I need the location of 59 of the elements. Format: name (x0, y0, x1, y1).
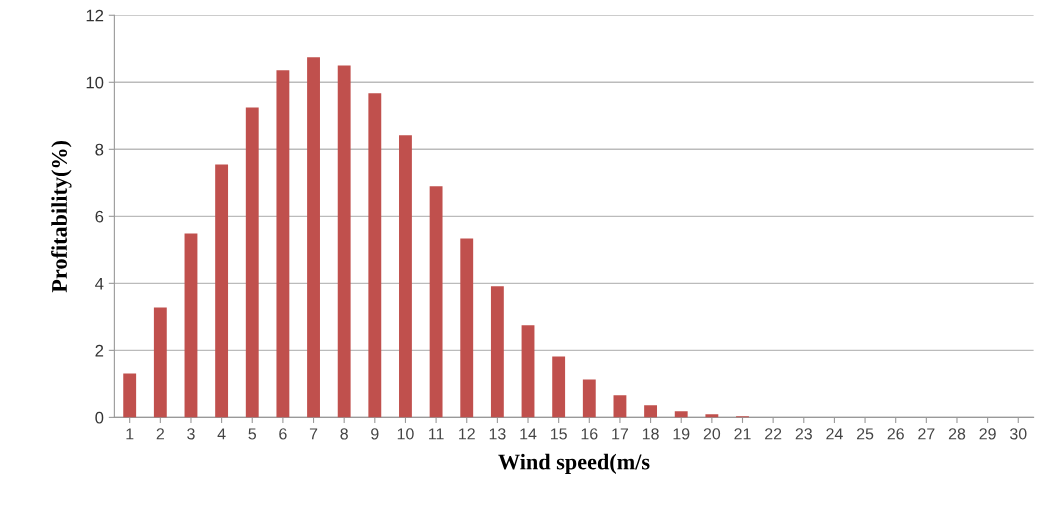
x-tick-label: 12 (459, 428, 475, 440)
bar (705, 414, 719, 418)
bar (184, 233, 198, 418)
bar (429, 186, 443, 418)
bar (399, 135, 412, 418)
x-tick-label: 19 (673, 428, 690, 440)
x-tick-label: 29 (979, 428, 996, 440)
y-tick-label: 10 (86, 76, 104, 89)
x-tick-label: 2 (156, 428, 164, 440)
bar (153, 307, 167, 418)
bar (307, 57, 320, 418)
bar (215, 164, 229, 418)
bar (368, 93, 382, 418)
x-tick-label: 3 (187, 428, 195, 440)
bar (552, 356, 566, 418)
x-tick-label: 28 (948, 428, 966, 440)
x-tick-label: 30 (1009, 428, 1027, 440)
bar (582, 379, 596, 418)
bar (613, 395, 627, 418)
y-tick-label: 2 (95, 344, 104, 357)
x-tick-label: 25 (856, 428, 874, 440)
x-tick-label: 23 (795, 428, 812, 440)
x-tick-label: 21 (734, 428, 751, 440)
x-tick-label: 13 (489, 428, 506, 440)
y-tick-label: 4 (95, 277, 104, 290)
bar (521, 325, 535, 418)
bar (245, 107, 259, 418)
x-tick-label: 14 (520, 428, 537, 440)
x-tick-label: 1 (126, 428, 134, 440)
y-axis-title: Profitability(%) (51, 140, 72, 293)
x-tick-label: 5 (248, 428, 257, 440)
x-tick-label: 8 (340, 428, 348, 440)
bar (123, 373, 137, 418)
x-tick-label: 22 (765, 428, 782, 440)
y-tick-label: 12 (86, 9, 104, 22)
x-tick-label: 9 (371, 428, 379, 440)
y-tick-label: 8 (95, 143, 104, 156)
bar (337, 65, 351, 418)
x-tick-label: 6 (279, 428, 287, 440)
bar (460, 238, 474, 418)
bar (674, 411, 688, 418)
x-tick-label: 17 (612, 428, 629, 440)
x-tick-label: 16 (581, 428, 598, 440)
x-tick-label: 26 (887, 428, 904, 440)
bar (644, 405, 658, 418)
x-tick-label: 24 (826, 428, 843, 440)
x-tick-label: 20 (703, 428, 721, 440)
x-axis-title: Wind speed(m/s (498, 453, 650, 474)
bar (276, 70, 290, 418)
x-tick-label: 27 (918, 428, 935, 440)
bar (490, 286, 504, 418)
x-tick-label: 7 (309, 428, 318, 440)
x-tick-label: 11 (429, 428, 444, 440)
x-tick-label: 10 (397, 428, 414, 440)
y-tick-label: 0 (95, 411, 104, 424)
y-tick-label: 6 (95, 210, 104, 223)
x-tick-label: 4 (217, 428, 226, 440)
x-tick-label: 15 (550, 428, 567, 440)
x-tick-label: 18 (642, 428, 659, 440)
